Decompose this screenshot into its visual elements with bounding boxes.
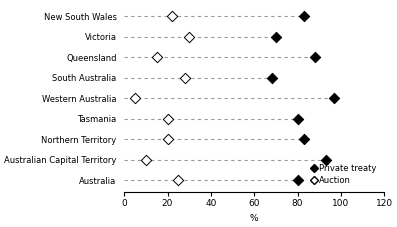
Point — [295, 178, 301, 182]
Point — [273, 35, 279, 39]
Point — [164, 117, 171, 121]
Point — [175, 178, 181, 182]
Point — [186, 35, 193, 39]
Point — [164, 137, 171, 141]
Point — [143, 158, 149, 161]
Legend: Private treaty, Auction: Private treaty, Auction — [307, 161, 380, 188]
Point — [132, 96, 138, 100]
X-axis label: %: % — [250, 214, 258, 223]
Point — [154, 56, 160, 59]
Point — [323, 158, 329, 161]
Point — [182, 76, 188, 80]
Point — [301, 137, 307, 141]
Point — [312, 56, 318, 59]
Point — [268, 76, 275, 80]
Point — [301, 15, 307, 18]
Point — [295, 117, 301, 121]
Point — [331, 96, 337, 100]
Point — [169, 15, 175, 18]
